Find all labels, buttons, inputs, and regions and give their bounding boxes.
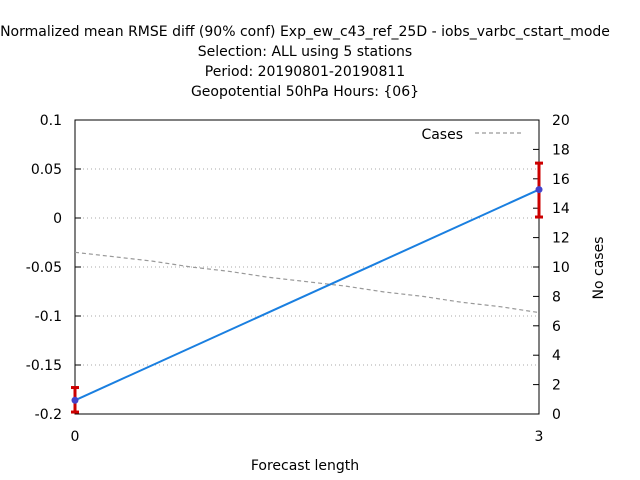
rmse-diff-line (74, 188, 540, 402)
x-tick-label: 3 (535, 429, 544, 445)
y-tick-label: 0 (53, 211, 62, 227)
data-point (535, 186, 543, 194)
y2-tick-label: 20 (552, 113, 570, 129)
legend-label: Cases (421, 127, 463, 143)
y2-tick-label: 14 (552, 201, 570, 217)
y2-tick-label: 6 (552, 319, 561, 335)
y-tick-label: -0.15 (26, 358, 62, 374)
y-axis: 0.1 0.05 0 -0.05 -0.1 -0.15 -0.2 (26, 113, 81, 423)
data-point (71, 396, 79, 404)
y2-tick-label: 18 (552, 142, 570, 158)
y2-tick-label: 10 (552, 260, 570, 276)
y2-tick-label: 4 (552, 348, 561, 364)
series (71, 161, 543, 414)
title-line: Period: 20190801-20190811 (205, 64, 405, 80)
x-tick-label: 0 (71, 429, 80, 445)
y2-axis-label: No cases (591, 237, 607, 300)
y-tick-label: 0.1 (40, 113, 62, 129)
y2-tick-label: 12 (552, 231, 570, 247)
y-tick-label: -0.1 (35, 309, 62, 325)
y-tick-label: 0.05 (31, 162, 62, 178)
title-line: Normalized mean RMSE diff (90% conf) Exp… (0, 24, 610, 40)
cases-line (74, 251, 540, 314)
title-line: Selection: ALL using 5 stations (198, 44, 412, 60)
legend: Cases (421, 127, 521, 143)
y-tick-label: -0.2 (35, 407, 62, 423)
chart-title: Normalized mean RMSE diff (90% conf) Exp… (0, 24, 610, 100)
y2-tick-label: 16 (552, 172, 570, 188)
grid (75, 168, 539, 366)
y2-tick-label: 8 (552, 289, 561, 305)
title-line: Geopotential 50hPa Hours: {06} (191, 84, 419, 100)
y-tick-label: -0.05 (26, 260, 62, 276)
x-axis-label: Forecast length (251, 458, 359, 474)
y2-tick-label: 2 (552, 378, 561, 394)
y2-tick-label: 0 (552, 407, 561, 423)
